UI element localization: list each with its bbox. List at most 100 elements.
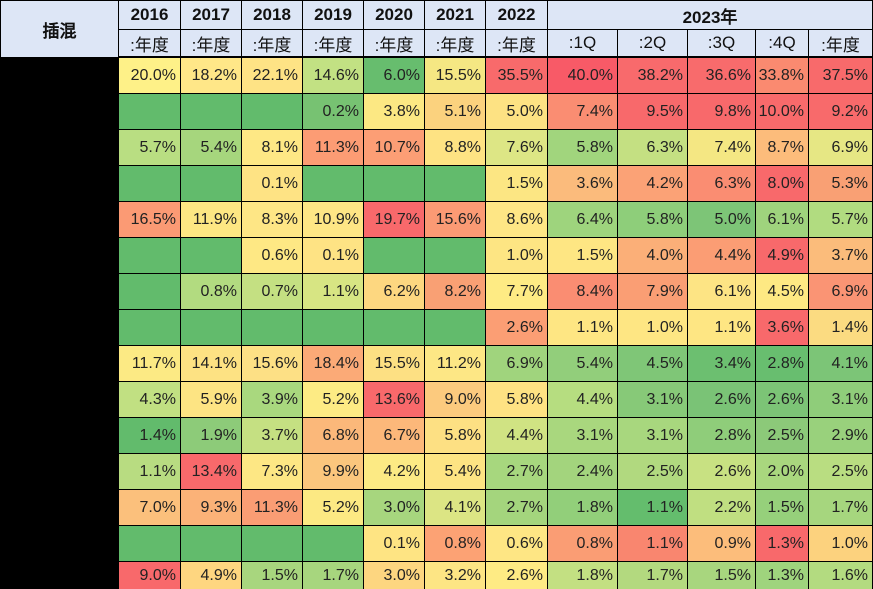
data-cell-r12-c5: 4.1% xyxy=(425,490,485,525)
data-cell-r0-c5: 15.5% xyxy=(425,58,485,93)
data-cell-r9-c10: 2.6% xyxy=(756,382,808,417)
data-cell-r5-c7: 1.5% xyxy=(548,238,617,273)
data-cell-r12-c11: 1.7% xyxy=(809,490,872,525)
data-cell-r11-c11: 2.5% xyxy=(809,454,872,489)
data-cell-r11-c3: 9.9% xyxy=(303,454,363,489)
data-cell-r13-c10: 1.3% xyxy=(756,526,808,561)
data-cell-r14-c1: 4.9% xyxy=(181,562,241,589)
data-cell-r12-c9: 2.2% xyxy=(688,490,755,525)
year-header-0: 2016 xyxy=(119,1,180,29)
data-cell-r2-c6: 7.6% xyxy=(486,130,547,165)
data-cell-r5-c9: 4.4% xyxy=(688,238,755,273)
data-cell-r3-c0 xyxy=(119,166,180,201)
data-cell-r2-c5: 8.8% xyxy=(425,130,485,165)
data-cell-r6-c11: 6.9% xyxy=(809,274,872,309)
data-cell-r9-c0: 4.3% xyxy=(119,382,180,417)
data-cell-r9-c7: 4.4% xyxy=(548,382,617,417)
data-cell-r14-c11: 1.6% xyxy=(809,562,872,589)
data-cell-r12-c10: 1.5% xyxy=(756,490,808,525)
data-cell-r7-c8: 1.0% xyxy=(618,310,687,345)
period-header-8: :2Q xyxy=(618,30,687,56)
data-cell-r3-c11: 5.3% xyxy=(809,166,872,201)
row-label-column xyxy=(0,58,118,589)
data-cell-r7-c7: 1.1% xyxy=(548,310,617,345)
data-cell-r0-c2: 22.1% xyxy=(242,58,302,93)
data-cell-r3-c9: 6.3% xyxy=(688,166,755,201)
data-cell-r6-c9: 6.1% xyxy=(688,274,755,309)
data-cell-r10-c8: 3.1% xyxy=(618,418,687,453)
data-cell-r7-c9: 1.1% xyxy=(688,310,755,345)
data-cell-r0-c7: 40.0% xyxy=(548,58,617,93)
data-cell-r4-c9: 5.0% xyxy=(688,202,755,237)
data-cell-r8-c0: 11.7% xyxy=(119,346,180,381)
data-cell-r10-c6: 4.4% xyxy=(486,418,547,453)
data-cell-r13-c6: 0.6% xyxy=(486,526,547,561)
data-cell-r1-c11: 9.2% xyxy=(809,94,872,129)
data-cell-r10-c2: 3.7% xyxy=(242,418,302,453)
data-cell-r11-c0: 1.1% xyxy=(119,454,180,489)
data-cell-r11-c8: 2.5% xyxy=(618,454,687,489)
data-cell-r5-c11: 3.7% xyxy=(809,238,872,273)
data-cell-r6-c5: 8.2% xyxy=(425,274,485,309)
data-cell-r8-c4: 15.5% xyxy=(364,346,424,381)
data-cell-r14-c0: 9.0% xyxy=(119,562,180,589)
data-cell-r14-c3: 1.7% xyxy=(303,562,363,589)
data-cell-r5-c3: 0.1% xyxy=(303,238,363,273)
data-cell-r5-c0 xyxy=(119,238,180,273)
period-header-0: :年度 xyxy=(119,30,180,56)
data-cell-r13-c7: 0.8% xyxy=(548,526,617,561)
period-header-11: :年度 xyxy=(809,30,872,56)
data-cell-r7-c1 xyxy=(181,310,241,345)
year-header-3: 2019 xyxy=(303,1,363,29)
data-cell-r14-c7: 1.8% xyxy=(548,562,617,589)
data-cell-r14-c4: 3.0% xyxy=(364,562,424,589)
data-cell-r9-c9: 2.6% xyxy=(688,382,755,417)
data-cell-r4-c1: 11.9% xyxy=(181,202,241,237)
data-cell-r4-c2: 8.3% xyxy=(242,202,302,237)
data-cell-r3-c5 xyxy=(425,166,485,201)
data-cell-r8-c9: 3.4% xyxy=(688,346,755,381)
data-cell-r6-c8: 7.9% xyxy=(618,274,687,309)
data-cell-r11-c7: 2.4% xyxy=(548,454,617,489)
period-header-6: :年度 xyxy=(486,30,547,56)
data-cell-r6-c1: 0.8% xyxy=(181,274,241,309)
data-cell-r8-c5: 11.2% xyxy=(425,346,485,381)
data-cell-r10-c3: 6.8% xyxy=(303,418,363,453)
data-cell-r3-c8: 4.2% xyxy=(618,166,687,201)
data-cell-r12-c4: 3.0% xyxy=(364,490,424,525)
data-cell-r6-c7: 8.4% xyxy=(548,274,617,309)
year-header-7: 2023年 xyxy=(548,1,872,29)
data-cell-r3-c1 xyxy=(181,166,241,201)
data-cell-r7-c2 xyxy=(242,310,302,345)
data-cell-r3-c2: 0.1% xyxy=(242,166,302,201)
data-cell-r0-c3: 14.6% xyxy=(303,58,363,93)
data-cell-r7-c10: 3.6% xyxy=(756,310,808,345)
data-cell-r5-c10: 4.9% xyxy=(756,238,808,273)
data-cell-r13-c0 xyxy=(119,526,180,561)
data-cell-r8-c3: 18.4% xyxy=(303,346,363,381)
data-cell-r6-c6: 7.7% xyxy=(486,274,547,309)
data-cell-r8-c11: 4.1% xyxy=(809,346,872,381)
data-cell-r4-c6: 8.6% xyxy=(486,202,547,237)
data-cell-r3-c10: 8.0% xyxy=(756,166,808,201)
data-cell-r7-c4 xyxy=(364,310,424,345)
data-cell-r2-c2: 8.1% xyxy=(242,130,302,165)
data-cell-r10-c11: 2.9% xyxy=(809,418,872,453)
data-cell-r3-c7: 3.6% xyxy=(548,166,617,201)
data-cell-r2-c7: 5.8% xyxy=(548,130,617,165)
period-header-9: :3Q xyxy=(688,30,755,56)
period-header-4: :年度 xyxy=(364,30,424,56)
year-header-1: 2017 xyxy=(181,1,241,29)
data-cell-r10-c7: 3.1% xyxy=(548,418,617,453)
data-cell-r10-c5: 5.8% xyxy=(425,418,485,453)
data-cell-r2-c10: 8.7% xyxy=(756,130,808,165)
period-header-3: :年度 xyxy=(303,30,363,56)
data-cell-r1-c8: 9.5% xyxy=(618,94,687,129)
data-cell-r10-c1: 1.9% xyxy=(181,418,241,453)
data-cell-r14-c10: 1.3% xyxy=(756,562,808,589)
data-cell-r1-c10: 10.0% xyxy=(756,94,808,129)
data-cell-r0-c8: 38.2% xyxy=(618,58,687,93)
data-cell-r9-c2: 3.9% xyxy=(242,382,302,417)
data-cell-r12-c2: 11.3% xyxy=(242,490,302,525)
